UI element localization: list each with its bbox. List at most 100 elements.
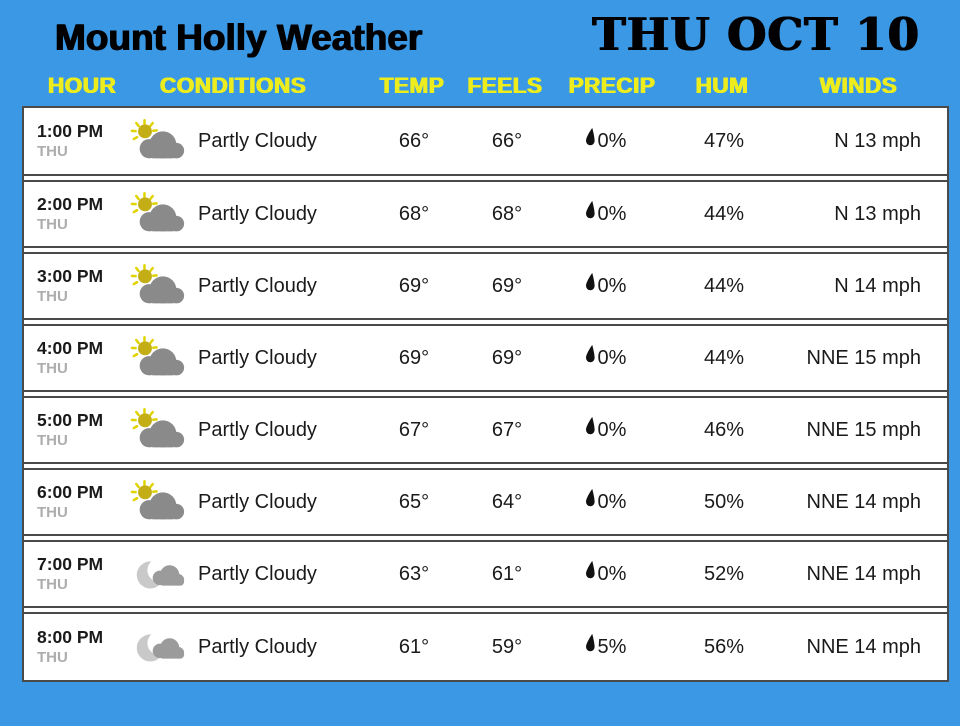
precip-value: 0%: [597, 274, 627, 297]
table-row: 8:00 PM THU: [24, 612, 947, 680]
humidity-cell: 50%: [703, 490, 745, 513]
partly-cloudy-night-icon: [130, 551, 188, 597]
humidity-cell: 44%: [703, 346, 745, 369]
partly-cloudy-day-icon: [130, 118, 188, 164]
masthead: Mount Holly Weather THU OCT 10: [0, 0, 960, 62]
day-label: THU: [37, 143, 68, 161]
condition-label: Partly Cloudy: [198, 346, 317, 369]
precip-value: 0%: [597, 562, 627, 585]
column-header-precip: PRECIP: [568, 73, 656, 98]
humidity-cell: 44%: [703, 202, 745, 225]
precip-value: 0%: [597, 346, 627, 369]
day-label: THU: [37, 504, 68, 522]
partly-cloudy-day-icon: [130, 263, 188, 309]
precip-value: 0%: [597, 418, 627, 441]
precip-value: 5%: [597, 635, 627, 658]
winds-cell: NNE 14 mph: [806, 635, 922, 658]
table-row: 6:00 PM THU: [24, 468, 947, 536]
partly-cloudy-day-icon: [130, 479, 188, 525]
partly-cloudy-day-icon: [130, 335, 188, 381]
winds-cell: N 14 mph: [834, 274, 921, 297]
hour-label: 5:00 PM: [37, 410, 104, 431]
feels-cell: 68°: [491, 202, 523, 225]
condition-label: Partly Cloudy: [198, 418, 317, 441]
hour-label: 3:00 PM: [37, 266, 104, 287]
column-headers: HOUR CONDITIONS TEMP FEELS PRECIP HUM WI…: [22, 73, 945, 99]
conditions-cell: Partly Cloudy: [130, 407, 368, 453]
table-row: 2:00 PM THU: [24, 180, 947, 248]
winds-cell: NNE 15 mph: [806, 418, 922, 441]
table-row: 1:00 PM THU: [24, 108, 947, 176]
winds-cell: N 13 mph: [834, 202, 921, 225]
temp-cell: 63°: [398, 562, 430, 585]
conditions-cell: Partly Cloudy: [130, 118, 368, 164]
forecast-table: 1:00 PM THU: [22, 106, 949, 682]
page-title: Mount Holly Weather: [55, 17, 423, 58]
hour-label: 7:00 PM: [37, 554, 104, 575]
raindrop-icon: [584, 200, 595, 228]
table-row: 7:00 PM THU: [24, 540, 947, 608]
temp-cell: 67°: [398, 418, 430, 441]
hour-label: 2:00 PM: [37, 194, 104, 215]
humidity-cell: 56%: [703, 635, 745, 658]
hour-cell: 5:00 PM THU: [24, 410, 130, 449]
hour-cell: 2:00 PM THU: [24, 194, 130, 233]
conditions-cell: Partly Cloudy: [130, 624, 368, 670]
day-label: THU: [37, 360, 68, 378]
table-row: 5:00 PM THU: [24, 396, 947, 464]
condition-label: Partly Cloudy: [198, 635, 317, 658]
precip-cell: 0%: [554, 344, 674, 372]
partly-cloudy-night-icon: [130, 624, 188, 670]
day-label: THU: [37, 216, 68, 234]
column-header-hour: HOUR: [48, 73, 117, 98]
feels-cell: 64°: [491, 490, 523, 513]
partly-cloudy-day-icon: [130, 191, 188, 237]
conditions-cell: Partly Cloudy: [130, 335, 368, 381]
temp-cell: 61°: [398, 635, 430, 658]
condition-label: Partly Cloudy: [198, 490, 317, 513]
hour-label: 6:00 PM: [37, 482, 104, 503]
hour-cell: 1:00 PM THU: [24, 121, 130, 160]
temp-cell: 69°: [398, 346, 430, 369]
temp-cell: 69°: [398, 274, 430, 297]
winds-cell: NNE 14 mph: [806, 562, 922, 585]
conditions-cell: Partly Cloudy: [130, 263, 368, 309]
winds-cell: NNE 14 mph: [806, 490, 922, 513]
humidity-cell: 46%: [703, 418, 745, 441]
precip-cell: 0%: [554, 488, 674, 516]
precip-cell: 0%: [554, 272, 674, 300]
column-header-winds: WINDS: [819, 73, 898, 98]
day-label: THU: [37, 432, 68, 450]
hour-cell: 3:00 PM THU: [24, 266, 130, 305]
hour-label: 4:00 PM: [37, 338, 104, 359]
column-header-hum: HUM: [695, 73, 749, 98]
raindrop-icon: [584, 416, 595, 444]
condition-label: Partly Cloudy: [198, 129, 317, 152]
day-label: THU: [37, 288, 68, 306]
precip-value: 0%: [597, 490, 627, 513]
raindrop-icon: [584, 127, 595, 155]
column-header-conditions: CONDITIONS: [160, 73, 307, 98]
table-row: 4:00 PM THU: [24, 324, 947, 392]
day-label: THU: [37, 576, 68, 594]
column-header-feels: FEELS: [467, 73, 543, 98]
hour-cell: 6:00 PM THU: [24, 482, 130, 521]
precip-value: 0%: [597, 202, 627, 225]
feels-cell: 59°: [491, 635, 523, 658]
raindrop-icon: [584, 560, 595, 588]
temp-cell: 65°: [398, 490, 430, 513]
precip-cell: 0%: [554, 416, 674, 444]
conditions-cell: Partly Cloudy: [130, 191, 368, 237]
humidity-cell: 47%: [703, 129, 745, 152]
feels-cell: 69°: [491, 346, 523, 369]
humidity-cell: 52%: [703, 562, 745, 585]
partly-cloudy-day-icon: [130, 407, 188, 453]
hour-label: 1:00 PM: [37, 121, 104, 142]
temp-cell: 66°: [398, 129, 430, 152]
raindrop-icon: [584, 633, 595, 661]
date-heading: THU OCT 10: [592, 8, 920, 61]
hour-label: 8:00 PM: [37, 627, 104, 648]
hour-cell: 4:00 PM THU: [24, 338, 130, 377]
hour-cell: 7:00 PM THU: [24, 554, 130, 593]
